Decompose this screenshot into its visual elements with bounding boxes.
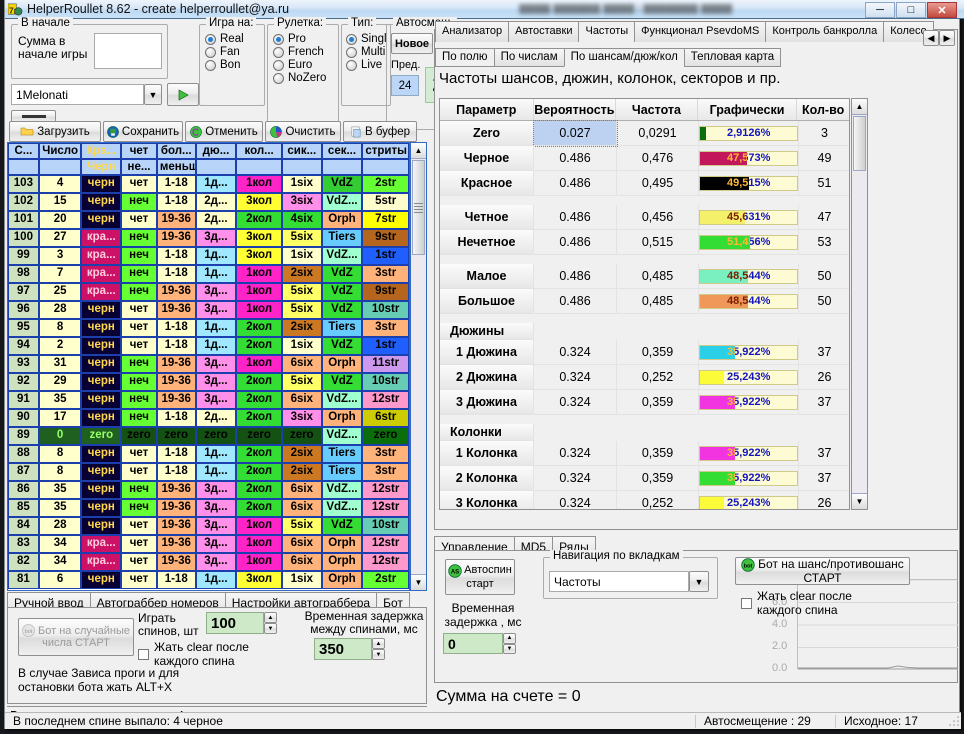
svg-text:AS: AS [451,569,459,575]
svg-text:bot: bot [25,629,33,635]
svg-text:bot: bot [744,563,753,569]
